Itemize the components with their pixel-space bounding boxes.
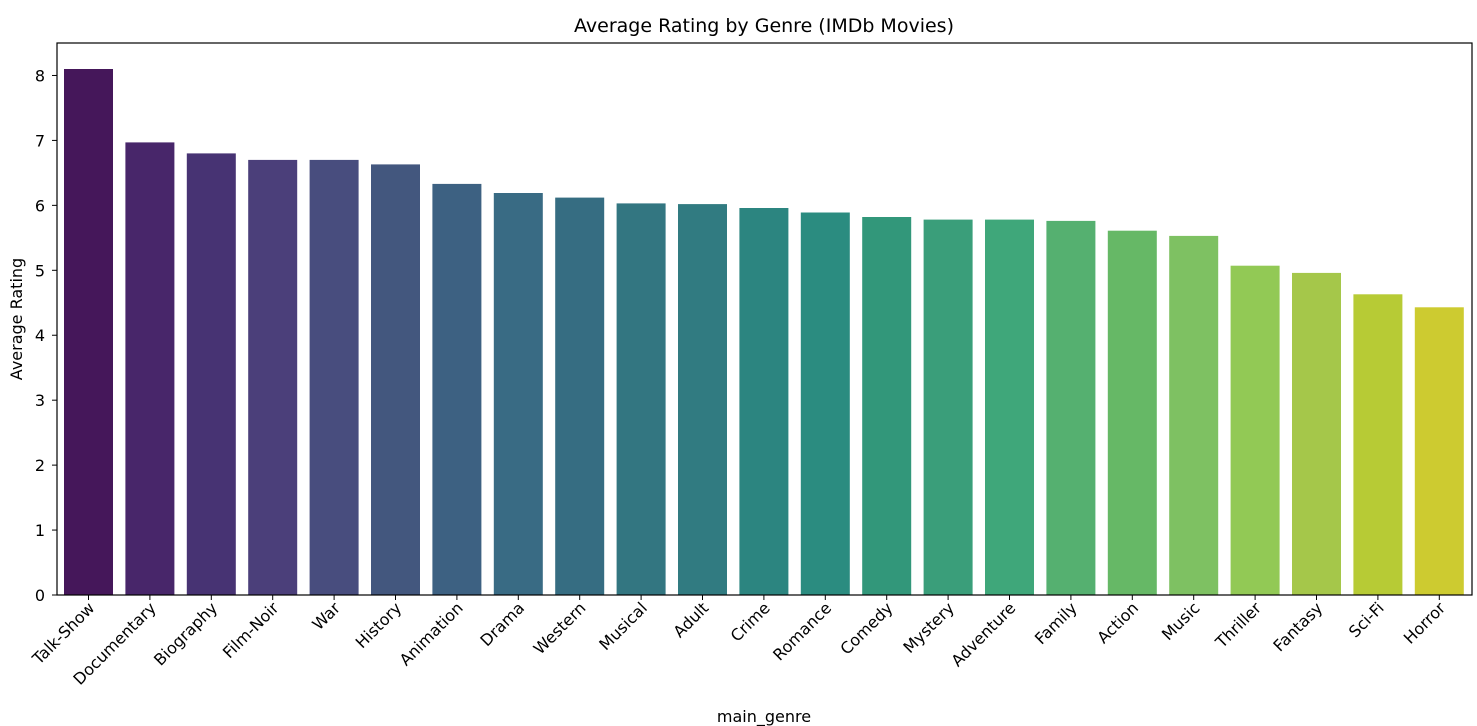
bar-western	[555, 197, 605, 595]
x-tick-label: Crime	[727, 598, 774, 645]
x-tick-label: War	[308, 598, 344, 634]
bar-talk-show	[64, 69, 113, 595]
bar-action	[1107, 230, 1157, 595]
bar-adventure	[985, 219, 1034, 595]
bar-biography	[186, 153, 236, 595]
bar-war	[309, 159, 359, 595]
bar-crime	[739, 208, 789, 595]
x-tick-label: Musical	[595, 598, 651, 654]
x-tick-label: Animation	[396, 598, 467, 669]
x-tick-label: History	[352, 598, 406, 652]
bar-family	[1046, 220, 1096, 595]
x-tick-label: Adventure	[947, 598, 1019, 670]
bar-thriller	[1230, 265, 1280, 595]
x-tick-label: Mystery	[899, 598, 958, 657]
x-tick-label: Family	[1031, 598, 1081, 648]
x-tick-label: Sci-Fi	[1345, 598, 1388, 641]
bar-music	[1169, 235, 1219, 595]
y-tick-label: 3	[35, 391, 45, 410]
y-tick-label: 1	[35, 521, 45, 540]
x-tick-label: Comedy	[836, 598, 896, 658]
plot-frame	[56, 42, 1473, 596]
x-tick-label: Drama	[476, 598, 528, 650]
x-tick-label: Adult	[669, 598, 712, 641]
bar-comedy	[862, 217, 912, 595]
x-tick-label: Music	[1158, 598, 1204, 644]
bar-horror	[1414, 307, 1464, 595]
bar-adult	[678, 204, 727, 595]
y-axis: 0 1 2 3 4 5 6 7 8	[35, 66, 57, 605]
bar-history	[371, 164, 420, 595]
chart-title: Average Rating by Genre (IMDb Movies)	[574, 15, 954, 37]
x-tick-label: Fantasy	[1269, 598, 1326, 655]
y-tick-label: 0	[35, 586, 45, 605]
x-tick-label: Biography	[150, 598, 221, 669]
bar-mystery	[923, 219, 973, 595]
bar-romance	[800, 212, 850, 595]
bar-sci-fi	[1353, 294, 1403, 595]
x-tick-label: Film-Noir	[219, 598, 283, 662]
y-tick-label: 5	[35, 261, 45, 280]
y-tick-label: 2	[35, 456, 45, 475]
y-axis-label: Average Rating	[7, 258, 26, 380]
x-tick-label: Thriller	[1211, 598, 1265, 652]
bar-fantasy	[1292, 272, 1341, 595]
y-tick-label: 4	[35, 326, 45, 345]
bar-documentary	[125, 142, 175, 595]
x-tick-label: Romance	[769, 598, 835, 664]
y-tick-label: 8	[35, 66, 45, 85]
bar-animation	[432, 183, 482, 595]
y-tick-label: 6	[35, 196, 45, 215]
x-tick-label: Western	[530, 598, 590, 658]
bar-film-noir	[248, 159, 298, 595]
x-tick-label: Action	[1093, 598, 1142, 647]
bars-group	[64, 69, 1464, 595]
y-tick-label: 7	[35, 131, 45, 150]
bar-musical	[616, 203, 666, 595]
x-tick-label: Horror	[1400, 598, 1450, 648]
x-axis-label: main_genre	[717, 707, 811, 726]
bar-drama	[493, 193, 543, 595]
